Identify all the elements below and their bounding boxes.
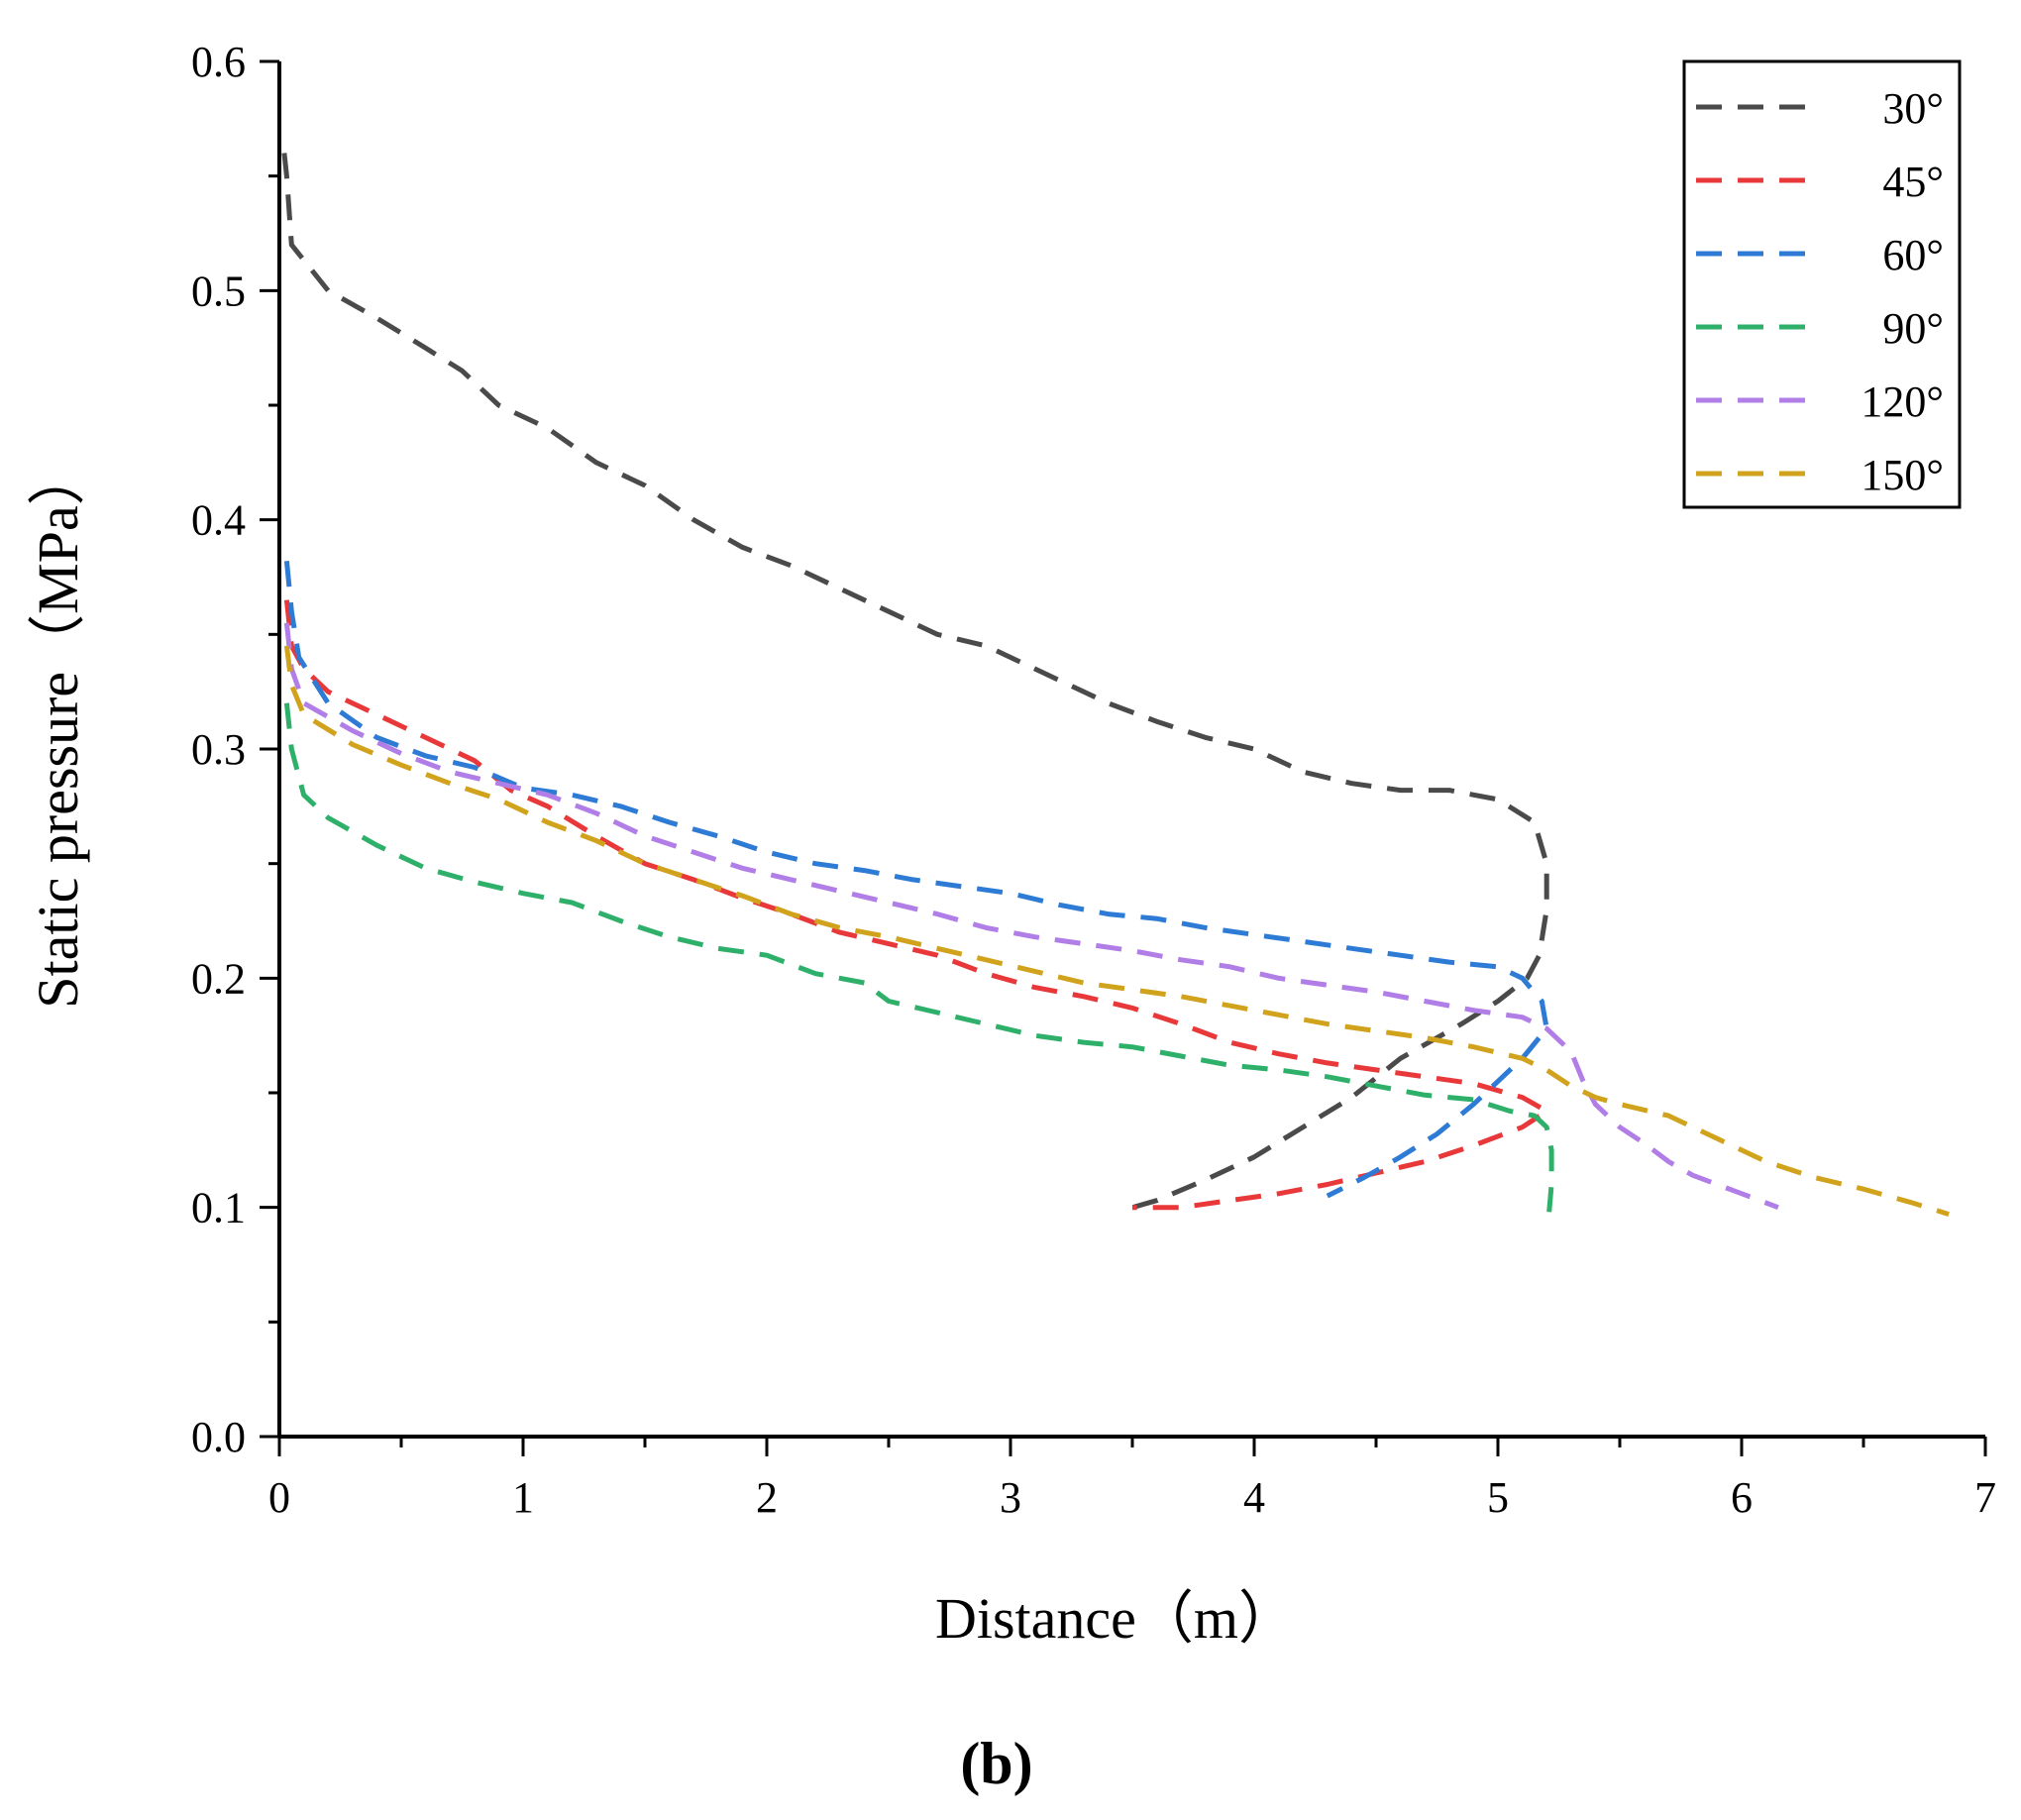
plot-area: 0 1 2 3 4 5 6 7 0.0 0.1 0.2 0.3 0.4 0.5 0.6	[191, 38, 1996, 1522]
legend-label: 45°	[1882, 158, 1944, 206]
series-line-4	[283, 702, 1554, 1213]
x-tick-label: 7	[1974, 1473, 1996, 1522]
x-axis-ticks: 0 1 2 3 4 5 6 7	[268, 1437, 1996, 1522]
y-tick-label: 0.6	[191, 38, 246, 86]
legend-label: 90°	[1882, 304, 1944, 353]
x-tick-label: 6	[1731, 1473, 1753, 1522]
legend-label: 60°	[1882, 231, 1944, 279]
legend: 30° 45° 60° 90° 120° 150°	[1682, 59, 1962, 509]
legend-label: 150°	[1861, 451, 1944, 499]
legend-label: 120°	[1861, 377, 1944, 426]
y-axis-title: Static pressure（MPa）	[26, 448, 90, 1008]
y-axis-ticks: 0.0 0.1 0.2 0.3 0.4 0.5 0.6	[191, 38, 279, 1461]
x-tick-label: 3	[1000, 1473, 1021, 1522]
x-tick-label: 1	[512, 1473, 534, 1522]
series-line-3	[283, 561, 1549, 1199]
y-tick-label: 0.2	[191, 954, 246, 1003]
x-tick-label: 0	[268, 1473, 290, 1522]
legend-entries: 30° 45° 60° 90° 120° 150°	[1696, 84, 1944, 499]
series-lines	[281, 153, 1950, 1217]
series-line-1	[281, 153, 1549, 1211]
x-axis-title: Distance（m）	[935, 1586, 1296, 1651]
x-tick-label: 4	[1243, 1473, 1265, 1522]
legend-box	[1682, 59, 1962, 509]
y-tick-label: 0.1	[191, 1184, 246, 1232]
legend-label: 30°	[1882, 84, 1944, 133]
x-tick-label: 5	[1487, 1473, 1509, 1522]
panel-label: (b)	[960, 1731, 1032, 1796]
y-tick-label: 0.3	[191, 725, 246, 774]
y-tick-label: 0.0	[191, 1413, 246, 1461]
series-line-6	[283, 645, 1950, 1217]
x-tick-label: 2	[756, 1473, 778, 1522]
y-tick-label: 0.5	[191, 267, 246, 315]
series-line-2	[283, 599, 1549, 1211]
series-line-5	[283, 622, 1779, 1211]
y-tick-label: 0.4	[191, 496, 246, 545]
